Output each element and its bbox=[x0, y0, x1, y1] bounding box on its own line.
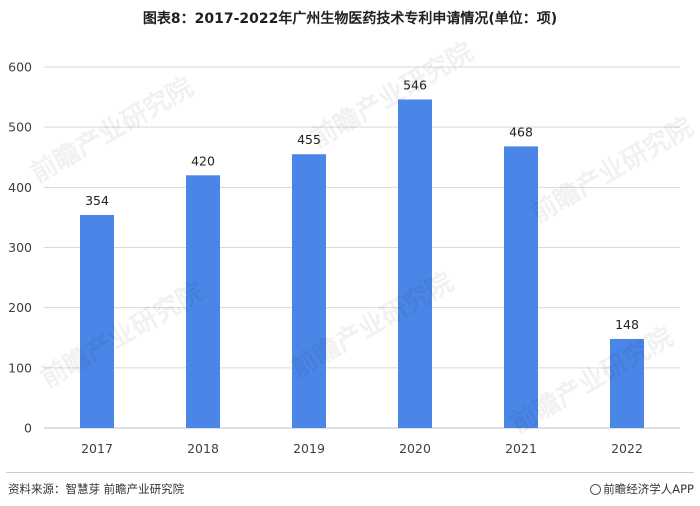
y-tick-label: 600 bbox=[8, 60, 32, 75]
data-label: 455 bbox=[297, 132, 321, 147]
x-tick-label: 2018 bbox=[187, 441, 219, 456]
data-label: 148 bbox=[615, 317, 639, 332]
bar-chart: 0 100 200 300 400 500 600 354 420 455 546 468 148 2… bbox=[8, 60, 680, 456]
bar bbox=[80, 215, 114, 428]
y-tick-label: 200 bbox=[8, 300, 32, 315]
bar bbox=[610, 338, 644, 428]
x-tick-label: 2017 bbox=[81, 441, 113, 456]
y-tick-label: 500 bbox=[8, 120, 32, 135]
data-label: 420 bbox=[191, 153, 215, 168]
data-label: 546 bbox=[403, 77, 427, 92]
chart-title: 图表8：2017-2022年广州生物医药技术专利申请情况(单位：项) bbox=[142, 11, 558, 27]
y-axis-ticks: 0 100 200 300 400 500 600 bbox=[8, 60, 32, 436]
footer-divider bbox=[6, 472, 694, 473]
y-tick-label: 400 bbox=[8, 180, 32, 195]
x-tick-label: 2019 bbox=[293, 441, 325, 456]
bar bbox=[292, 154, 326, 428]
x-tick-label: 2020 bbox=[399, 441, 431, 456]
gridlines bbox=[44, 66, 680, 429]
x-tick-label: 2022 bbox=[611, 441, 643, 456]
y-tick-label: 100 bbox=[8, 360, 32, 375]
footer: 资料来源：智慧芽 前瞻产业研究院 前瞻经济学人APP bbox=[0, 472, 700, 506]
brand-logo-icon bbox=[590, 484, 602, 495]
data-labels: 354 420 455 546 468 148 bbox=[85, 77, 639, 331]
brand-label: 前瞻经济学人APP bbox=[590, 481, 694, 497]
y-tick-label: 0 bbox=[24, 421, 32, 436]
bar bbox=[504, 146, 538, 429]
brand-text: 前瞻经济学人APP bbox=[603, 482, 694, 496]
source-note: 资料来源：智慧芽 前瞻产业研究院 bbox=[8, 482, 185, 496]
bar bbox=[186, 175, 220, 428]
x-tick-label: 2021 bbox=[505, 441, 537, 456]
bar bbox=[398, 99, 432, 429]
x-axis-ticks: 2017 2018 2019 2020 2021 2022 bbox=[81, 441, 643, 456]
data-label: 468 bbox=[509, 124, 533, 139]
bars bbox=[80, 99, 644, 429]
data-label: 354 bbox=[85, 193, 109, 208]
y-tick-label: 300 bbox=[8, 240, 32, 255]
